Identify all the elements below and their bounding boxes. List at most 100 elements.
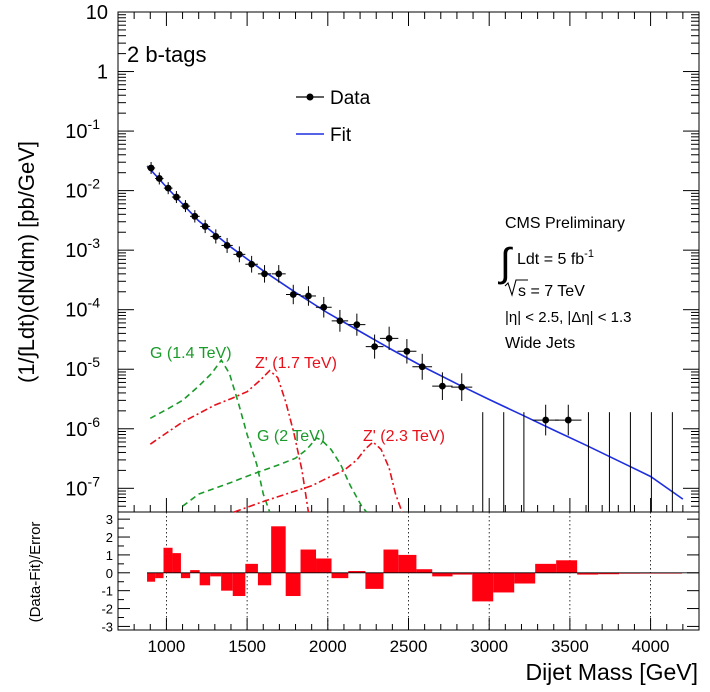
y-tick-label: 10-5 xyxy=(65,354,100,381)
legend-fit-label: Fit xyxy=(330,125,352,146)
data-point xyxy=(418,363,426,371)
y-tick-label: 10-3 xyxy=(65,235,100,262)
data-point xyxy=(542,416,550,424)
cms-preliminary-label: CMS Preliminary xyxy=(505,215,625,232)
residual-bar xyxy=(147,572,156,582)
residual-bar xyxy=(416,569,433,573)
residual-bar xyxy=(577,572,599,575)
signal-curve xyxy=(182,437,368,513)
residual-y-tick-label: 1 xyxy=(106,548,113,563)
residual-bar xyxy=(383,549,399,573)
y-tick-label: 1 xyxy=(97,62,108,84)
x-tick-label: 1000 xyxy=(148,637,186,656)
residual-bar xyxy=(163,547,173,573)
data-point xyxy=(385,334,393,342)
residual-bar xyxy=(199,572,211,586)
residual-bar xyxy=(180,572,191,579)
residual-bar xyxy=(155,572,164,579)
residual-bar xyxy=(598,572,620,575)
residual-bar xyxy=(398,554,417,573)
data-point xyxy=(371,343,379,350)
residual-y-tick-label: 0 xyxy=(106,566,113,581)
y-tick-label: 10-6 xyxy=(65,414,100,441)
data-point xyxy=(212,233,220,240)
residual-bar xyxy=(221,572,233,591)
y-tick-label: 10 xyxy=(86,2,108,24)
residual-bar xyxy=(257,572,272,586)
signal-curve xyxy=(233,440,403,513)
x-tick-label: 3000 xyxy=(470,637,508,656)
residual-bar xyxy=(556,560,578,573)
data-point xyxy=(261,270,268,278)
residual-bar xyxy=(285,572,301,597)
residual-y-tick-label: -2 xyxy=(101,602,113,617)
data-point xyxy=(320,303,328,311)
residual-bar xyxy=(535,563,557,573)
data-points xyxy=(147,161,673,512)
main-y-axis-label: (1/∫Ldt)(dN/dm) [pb/GeV] xyxy=(14,141,39,383)
residual-bar xyxy=(300,549,317,573)
data-point xyxy=(173,193,180,201)
residual-bar xyxy=(245,563,258,573)
residual-bar xyxy=(348,571,366,573)
main-y-axis-ticks: 10 1 10-1 10-2 10-3 10-4 10-5 10-6 10-7 xyxy=(65,2,699,513)
integral-sign: ∫ xyxy=(498,241,514,285)
residual-bar xyxy=(331,572,349,579)
experiment-info: CMS Preliminary ∫ Ldt = 5 fb-1 s = 7 TeV… xyxy=(498,215,632,352)
legend: Data Fit xyxy=(296,88,371,146)
x-tick-label: 2000 xyxy=(309,637,347,656)
sqrt-sign xyxy=(504,279,528,297)
residual-y-axis-label: (Data-Fit)/Error xyxy=(27,522,44,623)
data-point xyxy=(564,416,572,424)
data-point xyxy=(275,270,283,278)
data-point xyxy=(248,260,256,268)
data-point xyxy=(182,202,189,210)
data-point xyxy=(458,383,466,391)
data-point xyxy=(289,291,297,298)
data-point xyxy=(164,184,172,192)
x-tick-label: 3500 xyxy=(551,637,589,656)
y-tick-label: 10-2 xyxy=(65,176,100,203)
signal-label-z-2p3: Z' (2.3 TeV) xyxy=(363,428,445,445)
data-point xyxy=(336,317,344,325)
residual-bar xyxy=(514,572,536,584)
data-point xyxy=(403,347,411,355)
legend-data-marker xyxy=(306,93,314,101)
b-tag-label: 2 b-tags xyxy=(127,42,207,67)
residual-bar xyxy=(316,558,332,573)
residual-bar xyxy=(190,570,200,573)
residual-bars xyxy=(147,526,699,602)
residual-y-tick-label: -1 xyxy=(101,584,113,599)
residual-bar xyxy=(172,553,181,573)
legend-data-label: Data xyxy=(330,88,371,109)
residual-bar xyxy=(432,572,453,577)
data-point xyxy=(305,292,312,300)
signal-label-g-2: G (2 TeV) xyxy=(257,428,325,445)
residual-bar xyxy=(271,526,286,573)
residual-y-tick-label: 2 xyxy=(106,530,113,545)
data-point xyxy=(147,164,155,172)
residual-bar xyxy=(452,572,473,575)
residual-y-tick-label: -3 xyxy=(101,619,113,634)
residual-axis-ticks: 3 2 1 0 -1 -2 -3 1000 1500 2000 2500 3000 3500 4000 xyxy=(101,512,699,656)
y-tick-label: 10-1 xyxy=(65,116,100,143)
y-tick-label: 10-7 xyxy=(65,473,100,500)
y-tick-label: 10-4 xyxy=(65,295,100,322)
x-tick-label: 1500 xyxy=(228,637,266,656)
x-tick-label: 4000 xyxy=(632,637,670,656)
residual-y-tick-label: 3 xyxy=(106,512,113,527)
signal-label-z-1p7: Z' (1.7 TeV) xyxy=(255,355,337,372)
signal-label-g-1p4: G (1.4 TeV) xyxy=(150,345,232,362)
x-axis-label: Dijet Mass [GeV] xyxy=(525,659,698,685)
sqrts-label: s = 7 TeV xyxy=(518,283,585,300)
residual-bar xyxy=(619,572,641,574)
residual-bar xyxy=(472,572,494,602)
x-tick-label: 2500 xyxy=(390,637,428,656)
residual-bar xyxy=(232,572,246,597)
data-point xyxy=(191,212,199,220)
residual-bar xyxy=(210,572,222,577)
data-point xyxy=(353,321,361,329)
data-point xyxy=(155,175,163,182)
data-point xyxy=(438,382,446,390)
